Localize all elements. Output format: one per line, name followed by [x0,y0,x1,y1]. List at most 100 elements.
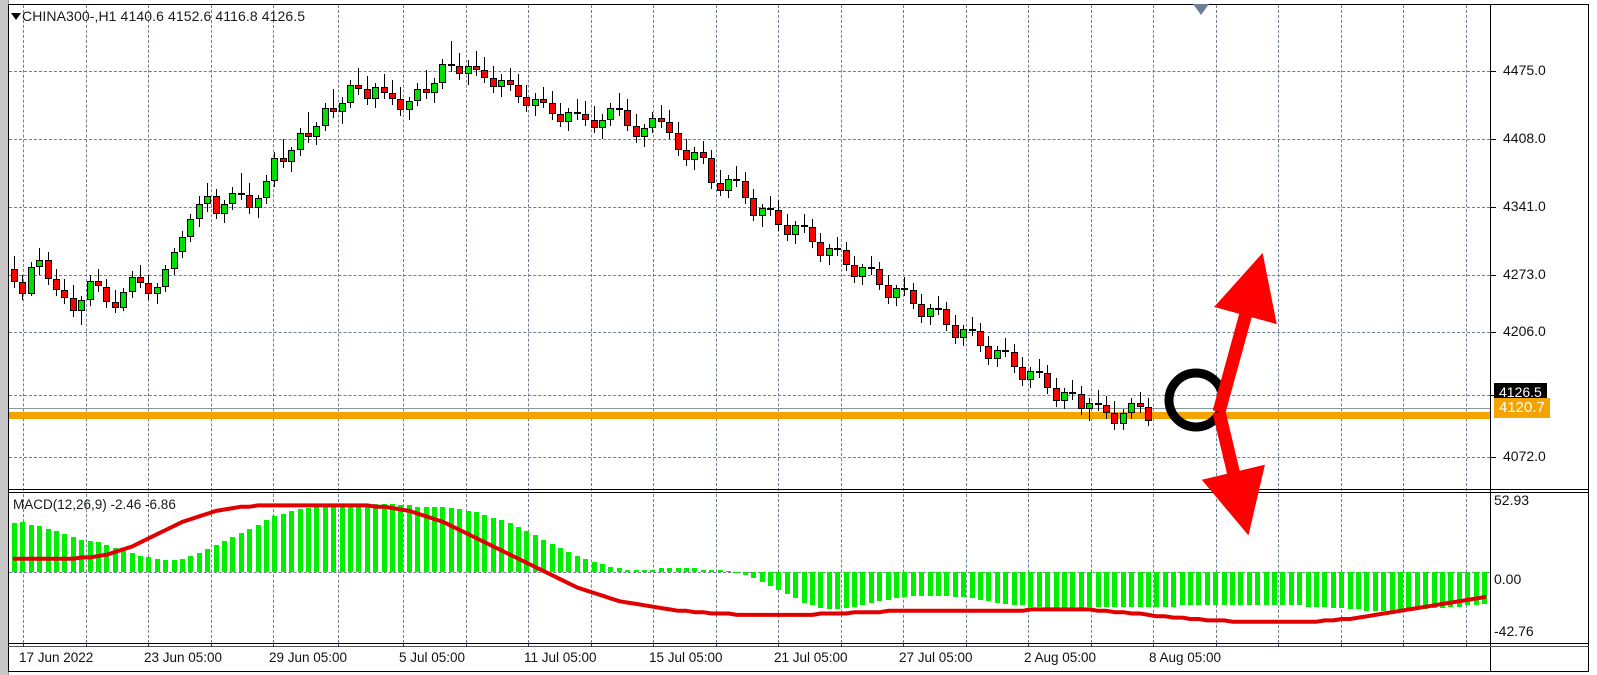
candle-body [330,108,338,113]
price-axis-divider [1490,4,1491,672]
macd-axis-label: 52.93 [1494,492,1530,508]
price-chart-pane[interactable] [9,5,1490,491]
macd-histogram-bar [1137,572,1143,607]
macd-histogram-bar [1112,572,1118,607]
time-gridline [1090,5,1092,491]
price-axis-label: 4408.0 [1503,130,1546,146]
candle-body [145,282,153,295]
time-axis-tick [1215,643,1217,647]
macd-histogram-bar [700,569,706,573]
macd-histogram-bar [28,524,34,573]
time-axis-tick [528,643,529,647]
candle-body [985,345,993,360]
candle-body [540,98,548,103]
macd-histogram-bar [1062,572,1067,609]
macd-histogram-bar [1246,572,1252,606]
macd-histogram-bar [936,572,941,596]
candle-wick [702,140,704,164]
candle-body [943,309,951,325]
macd-histogram-bar [1389,572,1395,611]
macd-histogram-bar [247,528,253,573]
macd-histogram-bar [1053,572,1059,609]
candle-wick [543,87,545,109]
macd-histogram-bar [885,572,891,600]
macd-histogram-bar [255,524,261,573]
macd-histogram-bar [566,551,572,573]
candle-body [338,102,346,113]
candle-body [263,181,270,199]
macd-axis-label: 0.00 [1494,571,1522,587]
time-axis-tick [338,643,339,647]
candle-body [842,250,850,266]
candle-body [792,225,800,235]
candle-body [120,292,128,308]
candle-body [1111,412,1119,425]
candle-body [1145,407,1152,421]
candle-body [783,225,791,235]
macd-time-gridline [85,494,87,643]
macd-histogram-bar [616,568,622,573]
candle-body [78,299,86,312]
candle-wick [660,104,662,128]
candle-body [1061,391,1068,402]
candle-body [288,150,296,162]
time-axis-label: 2 Aug 05:00 [1024,650,1097,665]
macd-indicator-pane[interactable]: MACD(12,26,9) -2.46 -6.86 [9,494,1490,643]
macd-histogram-bar [390,504,395,573]
macd-histogram-bar [222,540,227,573]
candle-body [1086,403,1094,410]
candle-wick [1005,338,1007,358]
macd-histogram-bar [1440,572,1445,609]
candle-body [103,286,111,302]
macd-histogram-bar [868,572,874,603]
macd-histogram-bar [793,572,799,599]
candle-wick [770,196,771,216]
macd-histogram-bar [70,536,76,573]
candle-body [960,328,968,339]
time-gridline [85,5,87,491]
current-price-badge: 4120.7 [1494,398,1550,418]
triangle-down-icon[interactable] [11,13,21,20]
macd-histogram-bar [583,558,589,573]
time-axis-tick [23,643,24,647]
macd-histogram-bar [1288,572,1294,606]
time-axis-tick [1278,643,1279,647]
macd-histogram-bar [1011,572,1017,606]
candle-wick [761,204,763,228]
macd-histogram-bar [1070,572,1076,609]
time-axis-label: 27 Jul 05:00 [899,650,973,665]
macd-histogram-bar [180,558,185,573]
time-gridline [528,5,529,491]
macd-histogram-bar [1263,572,1269,606]
macd-time-gridline [1403,494,1404,643]
time-gridline [403,5,404,491]
candle-body [767,207,774,210]
macd-histogram-bar [448,508,454,573]
price-axis-label: 4341.0 [1503,198,1546,214]
macd-histogram-bar [516,527,521,573]
candle-body [61,290,69,298]
candle-wick [719,169,721,197]
macd-histogram-bar [532,535,538,573]
candle-body [632,125,640,138]
macd-histogram-bar [1339,572,1345,609]
macd-histogram-bar [969,572,975,599]
candle-body [859,267,867,277]
macd-histogram-bar [1087,572,1093,607]
macd-time-gridline [1090,494,1092,643]
macd-histogram-bar [1036,572,1042,607]
macd-histogram-bar [238,532,244,573]
macd-histogram-bar [62,534,68,573]
macd-histogram-bar [667,568,673,573]
candle-body [44,259,52,279]
macd-histogram-bar [927,572,933,596]
price-axis-label: 4206.0 [1503,323,1546,339]
candle-body [867,267,875,270]
candle-body [935,307,942,310]
macd-time-gridline [1278,494,1279,643]
macd-time-gridline [1465,494,1467,643]
candle-body [901,288,909,291]
macd-histogram-bar [910,572,916,596]
macd-histogram-bar [129,553,135,573]
time-gridline [210,5,212,491]
